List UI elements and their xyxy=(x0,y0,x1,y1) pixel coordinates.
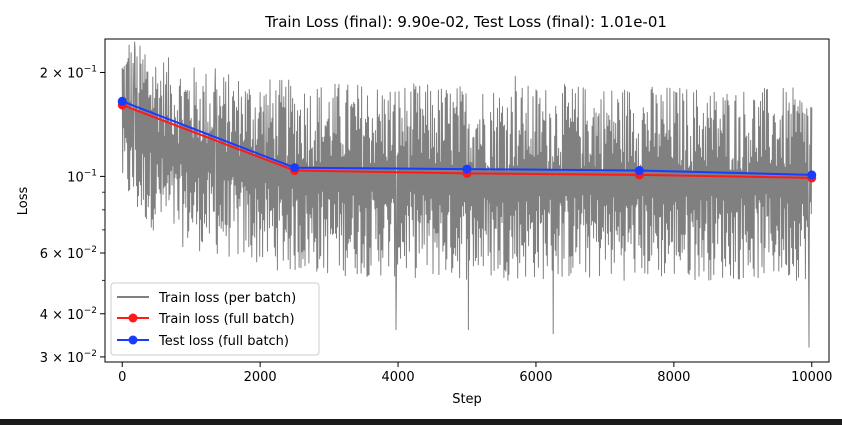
series-2-point xyxy=(462,164,472,174)
legend-marker-1 xyxy=(128,313,138,323)
series-2-point xyxy=(807,170,817,180)
chart-title: Train Loss (final): 9.90e-02, Test Loss … xyxy=(264,13,667,31)
y-axis-label: Loss xyxy=(16,187,31,216)
plot-frame xyxy=(104,38,830,363)
x-axis: 0 2000 4000 6000 8000 10000 xyxy=(118,362,832,385)
legend-label-0: Train loss (per batch) xyxy=(158,291,296,306)
legend-label-2: Test loss (full batch) xyxy=(158,334,289,349)
legend-marker-2 xyxy=(128,335,138,345)
legend: Train loss (per batch) Train loss (full b… xyxy=(110,282,320,356)
x-tick-label: 8000 xyxy=(657,370,690,385)
y-tick-label: 10−1 xyxy=(67,168,97,185)
x-tick-label: 4000 xyxy=(382,370,415,385)
legend-box xyxy=(110,282,320,356)
y-tick-label: 4 × 10−2 xyxy=(40,306,97,323)
x-tick-label: 2000 xyxy=(244,370,277,385)
y-axis: 2 × 10−1 10−1 6 × 10−2 4 × 10−2 3 × 10−2 xyxy=(40,64,105,366)
x-tick-label: 6000 xyxy=(519,370,552,385)
y-tick-label: 2 × 10−1 xyxy=(40,64,97,81)
legend-label-1: Train loss (full batch) xyxy=(158,312,295,327)
series-2-point xyxy=(634,166,644,176)
y-tick-label: 3 × 10−2 xyxy=(40,349,97,366)
x-axis-label: Step xyxy=(452,392,482,407)
x-tick-label: 0 xyxy=(118,370,126,385)
x-tick-label: 10000 xyxy=(791,370,832,385)
series-2-point xyxy=(117,96,127,106)
plot-area xyxy=(117,41,817,348)
bottom-bar xyxy=(0,419,842,425)
test-loss-full-batch-markers xyxy=(117,96,817,180)
series-2-point xyxy=(290,163,300,173)
y-tick-label: 6 × 10−2 xyxy=(40,245,97,262)
